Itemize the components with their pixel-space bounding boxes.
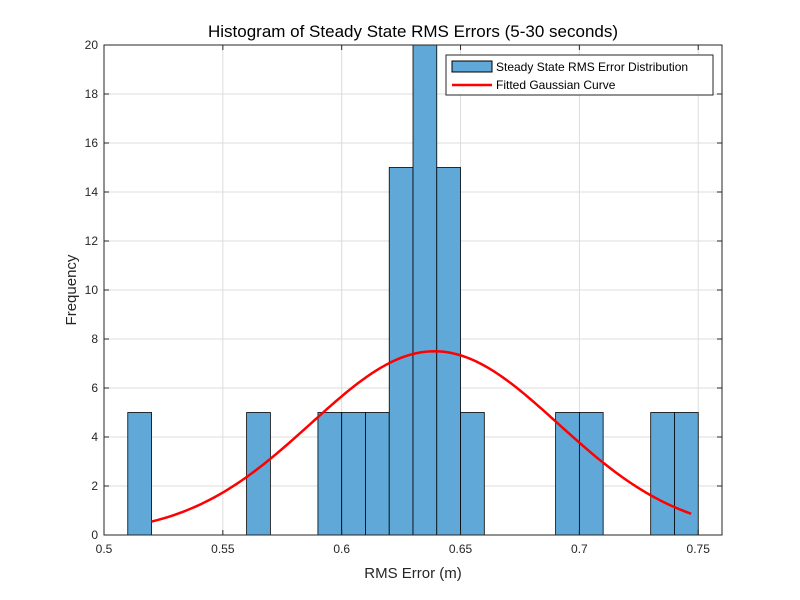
- y-tick-label: 12: [85, 234, 99, 248]
- histogram-bar: [388, 167, 414, 536]
- legend: Steady State RMS Error Distribution Fitt…: [445, 54, 714, 96]
- y-tick-labels: 0 2 4 6 8 10 12 14 16 18 20: [85, 38, 99, 542]
- x-tick-label: 0.5: [96, 542, 113, 556]
- gaussian-curve-group: [151, 350, 692, 523]
- y-tick-label: 8: [91, 332, 98, 346]
- histogram-bar: [341, 412, 366, 536]
- x-tick-labels: 0.5 0.55 0.6 0.65 0.7 0.75: [96, 542, 711, 556]
- y-tick-label: 6: [91, 381, 98, 395]
- y-tick-label: 18: [85, 87, 99, 101]
- x-tick-label: 0.6: [333, 542, 350, 556]
- histogram-bar: [317, 412, 343, 536]
- legend-histogram-swatch: [451, 60, 493, 73]
- y-axis-label: Frequency: [63, 254, 80, 325]
- chart-title: Histogram of Steady State RMS Errors (5-…: [208, 22, 618, 41]
- histogram-bar: [460, 412, 485, 536]
- histogram-bar: [412, 44, 438, 536]
- histogram-bar: [674, 412, 699, 536]
- histogram-bar: [127, 412, 152, 536]
- x-axis-label: RMS Error (m): [364, 565, 462, 582]
- x-tick-label: 0.55: [211, 542, 235, 556]
- y-tick-label: 16: [85, 136, 99, 150]
- gaussian-curve: [151, 350, 692, 523]
- histogram-bar: [365, 412, 390, 536]
- y-tick-label: 10: [85, 283, 99, 297]
- x-tick-label: 0.7: [571, 542, 588, 556]
- axis-ticks: [103, 44, 722, 536]
- y-tick-label: 4: [91, 430, 98, 444]
- x-tick-label: 0.75: [687, 542, 711, 556]
- legend-curve-label: Fitted Gaussian Curve: [496, 78, 616, 92]
- y-tick-label: 20: [85, 38, 99, 52]
- y-tick-label: 0: [91, 528, 98, 542]
- legend-histogram-label: Steady State RMS Error Distribution: [496, 60, 688, 74]
- histogram-bar: [578, 412, 604, 536]
- histogram-bar: [650, 412, 675, 536]
- x-tick-label: 0.65: [449, 542, 473, 556]
- y-tick-label: 2: [91, 479, 98, 493]
- y-tick-label: 14: [85, 185, 99, 199]
